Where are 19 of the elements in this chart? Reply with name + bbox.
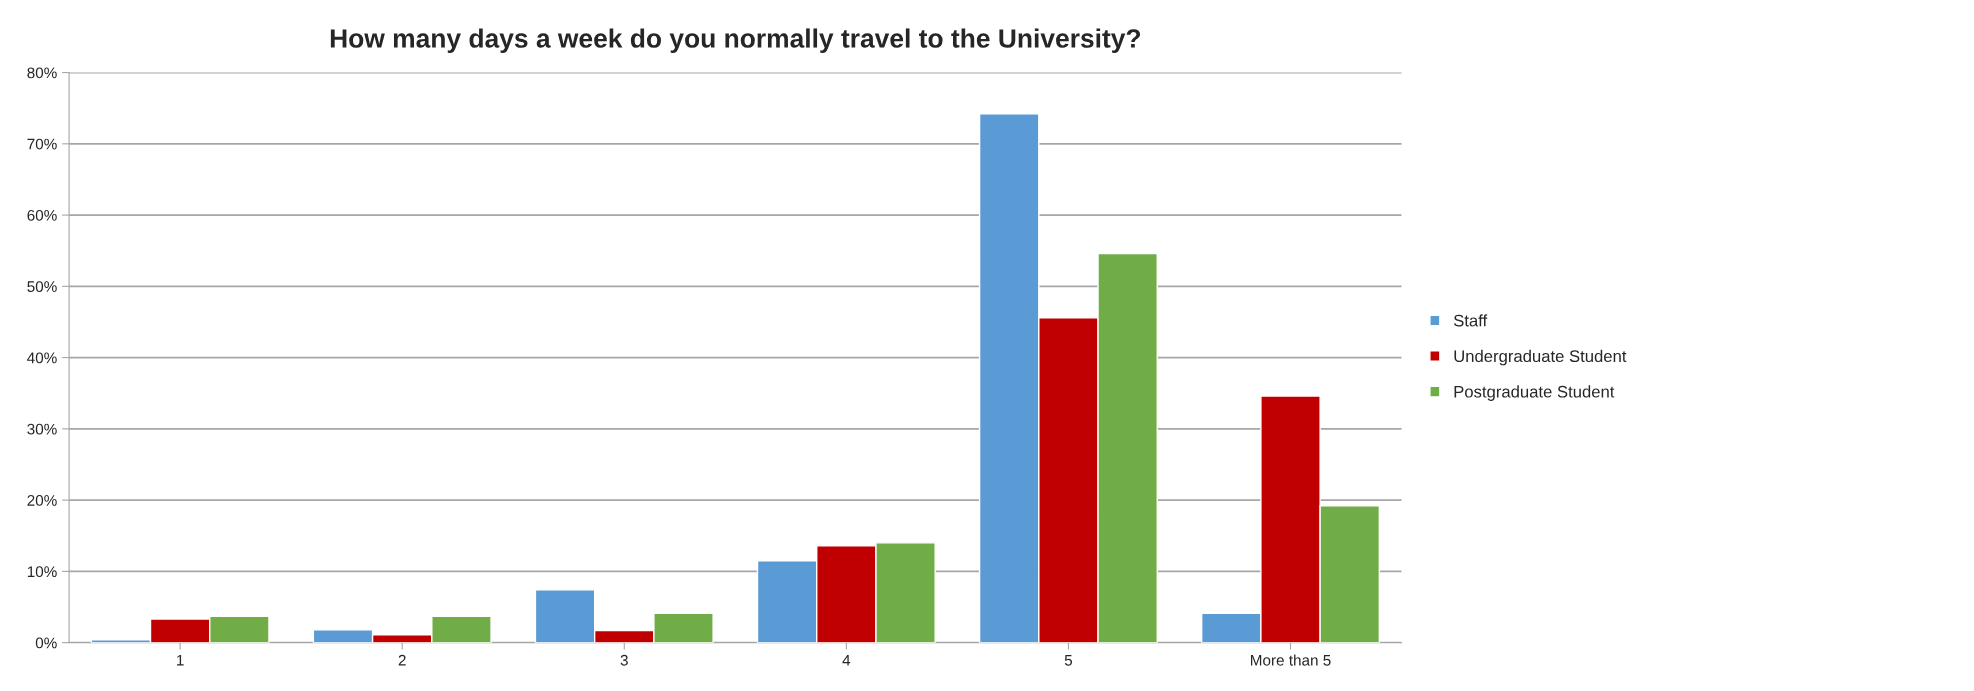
y-tick-label: 60%: [27, 209, 57, 221]
y-tick-label: 80%: [27, 67, 57, 79]
legend-label: Staff: [1453, 314, 1488, 327]
y-tick-label: 70%: [27, 138, 57, 150]
y-tick-label: 30%: [27, 423, 57, 435]
x-tick-label: 5: [1064, 655, 1073, 666]
legend-label: Undergraduate Student: [1454, 349, 1627, 366]
x-tick-label: More than 5: [1251, 654, 1331, 666]
x-tick-label: 1: [177, 655, 184, 666]
y-tick-label: 10%: [27, 566, 57, 578]
x-tick-label: 4: [842, 655, 851, 666]
legend-label: Postgraduate Student: [1454, 385, 1615, 401]
chart-title: How many days a week do you normally travel to the University?: [330, 28, 1141, 54]
y-tick-label: 0%: [35, 637, 57, 649]
x-tick-label: 3: [620, 654, 628, 666]
y-tick-label: 20%: [27, 494, 57, 506]
y-tick-label: 40%: [27, 352, 57, 364]
x-tick-label: 2: [398, 654, 406, 666]
y-tick-label: 50%: [27, 281, 57, 293]
